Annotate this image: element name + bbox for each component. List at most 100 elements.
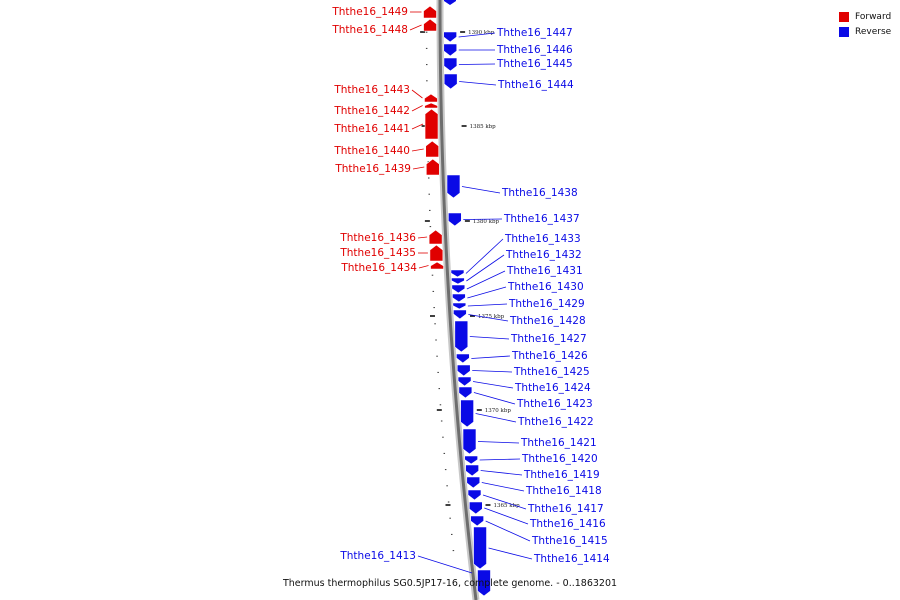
legend-item-reverse: Reverse [839, 24, 891, 39]
genome-caption: Thermus thermophilus SG0.5JP17-16, compl… [282, 578, 618, 589]
gene-Ththe16_1422[interactable] [460, 399, 474, 428]
gene-Ththe16_1443[interactable] [424, 93, 438, 103]
gene-label[interactable]: Ththe16_1443 [333, 84, 410, 96]
gene-label[interactable]: Ththe16_1433 [504, 233, 581, 245]
gene-label[interactable]: Ththe16_1423 [516, 398, 593, 410]
gene-Ththe16_1445[interactable] [443, 57, 458, 72]
gene-Ththe16_1416[interactable] [469, 501, 483, 515]
tick-label: 1370 kbp [485, 408, 512, 414]
gene-label[interactable]: Ththe16_1426 [511, 350, 588, 362]
gene-Ththe16_1413[interactable] [477, 569, 491, 597]
gene-Ththe16_1446[interactable] [443, 43, 458, 57]
gene-label[interactable]: Ththe16_1435 [339, 247, 416, 259]
tick-label: 1380 kbp [473, 219, 500, 225]
tick-label: 1390 kbp [468, 30, 495, 36]
gene-Ththe16_1439[interactable] [425, 158, 440, 176]
gene-Ththe16_1436[interactable] [428, 229, 443, 245]
gene-label[interactable]: Ththe16_1430 [507, 281, 584, 293]
gene-label[interactable]: Ththe16_1427 [510, 333, 587, 345]
gene-Ththe16_1419[interactable] [465, 464, 479, 477]
gene-Ththe16_1417[interactable] [467, 489, 482, 501]
gene-label[interactable]: Ththe16_1413 [339, 550, 416, 562]
leader-line [484, 507, 529, 525]
gene-Ththe16_1437[interactable] [448, 212, 462, 227]
gene-labels: Ththe16_1449 Ththe16_1448 Ththe16_1447 Thth… [331, 6, 610, 565]
leader-line [411, 89, 423, 99]
gene-Ththe16_1418[interactable] [466, 476, 481, 489]
gene-Ththe16_1449[interactable] [423, 5, 437, 19]
gene-Ththe16_1441[interactable] [424, 108, 439, 140]
gene-label[interactable]: Ththe16_1438 [501, 187, 578, 199]
leader-line [463, 218, 503, 220]
gene-label[interactable]: Ththe16_1420 [521, 453, 598, 465]
gene-label[interactable]: Ththe16_1445 [496, 58, 573, 70]
gene-Ththe16_1442[interactable] [424, 102, 438, 109]
gene-Ththe16_1444[interactable] [443, 73, 458, 90]
gene-Ththe16_1435[interactable] [429, 244, 444, 262]
gene-label[interactable]: Ththe16_1447 [496, 27, 573, 39]
leader-line [467, 303, 508, 307]
gene-label[interactable]: Ththe16_1421 [520, 437, 597, 449]
gene-Ththe16_1427[interactable] [454, 320, 469, 353]
gene-Ththe16_1425[interactable] [456, 364, 471, 377]
gene-Ththe16_1424[interactable] [457, 376, 472, 387]
gene-Ththe16_1428[interactable] [453, 309, 467, 320]
gene-label[interactable]: Ththe16_1446 [496, 44, 573, 56]
gene-label[interactable]: Ththe16_1432 [505, 249, 582, 261]
gene-Ththe16_1438[interactable] [446, 174, 461, 199]
tick-label: 1375 kbp [478, 314, 505, 320]
gene-label[interactable]: Ththe16_1419 [523, 469, 600, 481]
forward-swatch [839, 11, 849, 22]
gene-label[interactable]: Ththe16_1425 [513, 366, 590, 378]
gene-label[interactable]: Ththe16_1417 [527, 503, 604, 515]
gene-label[interactable]: Ththe16_1429 [508, 298, 585, 310]
gene-label[interactable]: Ththe16_1449 [331, 6, 408, 18]
gene-label[interactable]: Ththe16_1431 [506, 265, 583, 277]
gene-label[interactable]: Ththe16_1439 [334, 163, 411, 175]
gene-Ththe16_1431[interactable] [451, 284, 466, 294]
gene-Ththe16_1432[interactable] [451, 277, 465, 285]
gene-Ththe16_1440[interactable] [425, 140, 440, 158]
gene-label[interactable]: Ththe16_1437 [503, 213, 580, 225]
leader-line [417, 236, 428, 239]
gene-Ththe16_1420[interactable] [464, 455, 478, 465]
leader-line [469, 336, 510, 340]
leader-line [479, 458, 521, 461]
gene-label[interactable]: Ththe16_1436 [339, 232, 416, 244]
reverse-swatch [839, 26, 849, 37]
gene-Ththe16_1421[interactable] [462, 428, 477, 455]
gene-Ththe16_1414[interactable] [473, 526, 487, 570]
gene-Ththe16_1426[interactable] [456, 353, 470, 364]
gene-Ththe16_1430[interactable] [452, 293, 466, 303]
gene-label[interactable]: Ththe16_1434 [340, 262, 417, 274]
gene-Ththe16_1429[interactable] [452, 302, 467, 310]
gene-label[interactable]: Ththe16_1441 [333, 123, 410, 135]
leader-line [468, 314, 509, 322]
gene-label[interactable]: Ththe16_1442 [333, 105, 410, 117]
gene-label[interactable]: Ththe16_1444 [497, 79, 574, 91]
leader-line [482, 494, 527, 510]
gene-label[interactable]: Ththe16_1422 [517, 416, 594, 428]
gene-label[interactable]: Ththe16_1415 [531, 535, 608, 547]
backbone-layer [436, 0, 480, 600]
gene-Ththe16_1447[interactable] [443, 31, 457, 43]
leader-line [411, 123, 424, 130]
gene-label[interactable]: Ththe16_1448 [331, 24, 408, 36]
gene-label[interactable]: Ththe16_1416 [529, 518, 606, 530]
gene-Ththe16_1415[interactable] [470, 515, 484, 527]
gene-Ththe16_1434[interactable] [430, 261, 444, 270]
leader-line [459, 81, 497, 86]
gene-Ththe16_1433[interactable] [450, 269, 465, 278]
gene-label[interactable]: Ththe16_1418 [525, 485, 602, 497]
leader-line [466, 254, 505, 282]
gene-Ththe16_1423[interactable] [458, 386, 473, 399]
gene-Ththe16_1448[interactable] [423, 18, 437, 32]
gene-label[interactable]: Ththe16_1424 [514, 382, 591, 394]
leader-line [411, 148, 424, 152]
leader-line [475, 413, 517, 423]
gene-features [423, 0, 491, 597]
gene-label[interactable]: Ththe16_1440 [333, 145, 410, 157]
gene-label[interactable]: Ththe16_1428 [509, 315, 586, 327]
tick-label: 1365 kbp [494, 503, 521, 509]
gene-label[interactable]: Ththe16_1414 [533, 553, 610, 565]
